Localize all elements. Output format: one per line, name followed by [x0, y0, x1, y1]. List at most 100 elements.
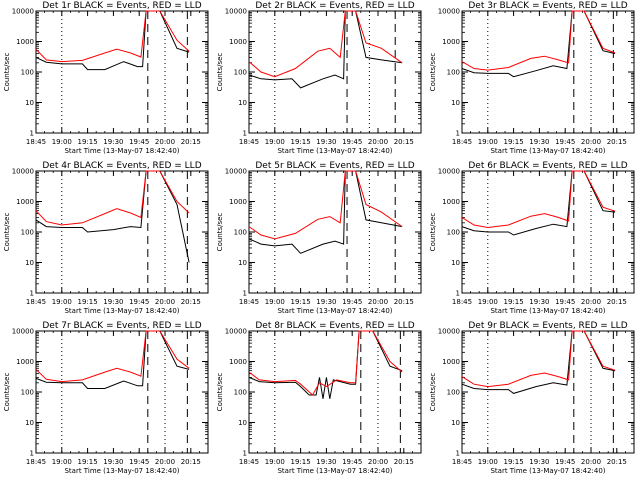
x-tick-label: 19:45 — [342, 298, 362, 306]
x-tick-label: 19:15 — [504, 458, 524, 466]
x-tick-label: 19:30 — [103, 458, 123, 466]
panel-title: Det 4r BLACK = Events, RED = LLD — [42, 161, 201, 171]
lld-series-line — [248, 330, 403, 396]
x-tick-label: 19:30 — [103, 138, 123, 146]
x-tick-label: 20:15 — [607, 138, 627, 146]
x-tick-label: 19:00 — [478, 458, 498, 466]
panel-title: Det 1r BLACK = Events, RED = LLD — [42, 1, 201, 11]
y-tick-label: 10000 — [225, 168, 247, 176]
y-tick-label: 10000 — [438, 168, 460, 176]
x-tick-label: 20:15 — [181, 458, 201, 466]
y-tick-label: 10000 — [12, 8, 34, 16]
lld-series-line — [35, 330, 190, 383]
x-tick-label: 19:30 — [529, 458, 549, 466]
x-tick-label: 18:45 — [239, 138, 259, 146]
panel-9: Det 9r BLACK = Events, RED = LLD 1 10 100 10… — [429, 321, 635, 475]
x-tick-label: 19:45 — [555, 458, 575, 466]
y-tick-label: 10 — [451, 419, 460, 427]
x-tick-label: 19:15 — [291, 298, 311, 306]
x-tick-label: 19:00 — [478, 138, 498, 146]
y-axis-label: Counts/sec — [216, 213, 224, 252]
y-tick-label: 10 — [451, 259, 460, 267]
lld-series-line — [35, 10, 190, 63]
x-tick-label: 19:45 — [555, 298, 575, 306]
x-tick-label: 18:45 — [452, 298, 472, 306]
y-tick-label: 100 — [234, 389, 247, 397]
x-tick-label: 19:15 — [504, 138, 524, 146]
x-tick-label: 20:00 — [155, 138, 175, 146]
y-tick-label: 1000 — [442, 38, 460, 46]
lld-series-line — [248, 10, 403, 78]
y-tick-label: 100 — [21, 229, 34, 237]
x-tick-label: 19:15 — [78, 298, 98, 306]
x-tick-label: 20:15 — [181, 298, 201, 306]
x-axis-label: Start Time (13-May-07 18:42:40) — [277, 467, 392, 475]
x-axis-label: Start Time (13-May-07 18:42:40) — [64, 147, 179, 155]
y-axis-label: Counts/sec — [429, 53, 437, 92]
lld-series-line — [248, 170, 403, 240]
events-series-line — [461, 330, 616, 394]
lld-series-line — [461, 10, 616, 71]
x-tick-label: 20:00 — [368, 138, 388, 146]
x-tick-label: 19:30 — [103, 298, 123, 306]
x-tick-label: 19:45 — [129, 458, 149, 466]
panel-title: Det 2r BLACK = Events, RED = LLD — [255, 1, 414, 11]
panel-6: Det 6r BLACK = Events, RED = LLD 1 10 100 10… — [429, 161, 635, 315]
panel-7: Det 7r BLACK = Events, RED = LLD 1 10 100 10… — [3, 321, 209, 475]
panel-title: Det 9r BLACK = Events, RED = LLD — [468, 321, 627, 331]
y-tick-label: 10000 — [438, 8, 460, 16]
y-tick-label: 1000 — [229, 38, 247, 46]
x-tick-label: 19:00 — [265, 458, 285, 466]
x-tick-label: 19:45 — [555, 138, 575, 146]
x-tick-label: 20:15 — [607, 458, 627, 466]
x-tick-label: 18:45 — [26, 298, 46, 306]
x-tick-label: 20:00 — [368, 298, 388, 306]
x-axis-label: Start Time (13-May-07 18:42:40) — [490, 307, 605, 315]
panel-title: Det 3r BLACK = Events, RED = LLD — [468, 1, 627, 11]
y-tick-label: 100 — [21, 69, 34, 77]
y-tick-label: 1 — [243, 130, 247, 138]
y-tick-label: 1000 — [442, 198, 460, 206]
x-tick-label: 19:15 — [291, 458, 311, 466]
y-tick-label: 10 — [25, 259, 34, 267]
x-axis-label: Start Time (13-May-07 18:42:40) — [277, 147, 392, 155]
x-axis-label: Start Time (13-May-07 18:42:40) — [64, 467, 179, 475]
y-tick-label: 100 — [447, 69, 460, 77]
x-tick-label: 20:00 — [581, 138, 601, 146]
y-axis-label: Counts/sec — [3, 53, 11, 92]
x-tick-label: 18:45 — [239, 298, 259, 306]
y-tick-label: 1 — [243, 450, 247, 458]
x-axis-label: Start Time (13-May-07 18:42:40) — [64, 307, 179, 315]
y-tick-label: 10 — [451, 99, 460, 107]
x-tick-label: 19:30 — [316, 458, 336, 466]
y-tick-label: 100 — [447, 389, 460, 397]
x-tick-label: 18:45 — [26, 458, 46, 466]
x-tick-label: 19:00 — [52, 298, 72, 306]
y-axis-label: Counts/sec — [3, 373, 11, 412]
x-tick-label: 19:00 — [265, 138, 285, 146]
panel-title: Det 5r BLACK = Events, RED = LLD — [255, 161, 414, 171]
panel-1: Det 1r BLACK = Events, RED = LLD 1 10 100 10… — [3, 1, 209, 155]
y-tick-label: 1 — [30, 130, 34, 138]
y-tick-label: 10000 — [438, 328, 460, 336]
panel-title: Det 8r BLACK = Events, RED = LLD — [255, 321, 414, 331]
x-tick-label: 19:00 — [52, 138, 72, 146]
panel-5: Det 5r BLACK = Events, RED = LLD 1 10 100 10… — [216, 161, 422, 315]
y-tick-label: 10000 — [12, 328, 34, 336]
x-tick-label: 20:15 — [394, 138, 414, 146]
x-tick-label: 19:15 — [291, 138, 311, 146]
events-series-line — [35, 330, 190, 389]
x-tick-label: 19:00 — [52, 458, 72, 466]
x-tick-label: 20:15 — [394, 458, 414, 466]
y-tick-label: 10 — [238, 259, 247, 267]
x-tick-label: 19:00 — [478, 298, 498, 306]
x-tick-label: 18:45 — [239, 458, 259, 466]
panel-title: Det 6r BLACK = Events, RED = LLD — [468, 161, 627, 171]
lld-series-line — [461, 330, 616, 388]
x-tick-label: 20:00 — [368, 458, 388, 466]
y-tick-label: 1000 — [229, 198, 247, 206]
x-tick-label: 19:45 — [129, 138, 149, 146]
x-tick-label: 18:45 — [452, 138, 472, 146]
y-tick-label: 1000 — [442, 358, 460, 366]
